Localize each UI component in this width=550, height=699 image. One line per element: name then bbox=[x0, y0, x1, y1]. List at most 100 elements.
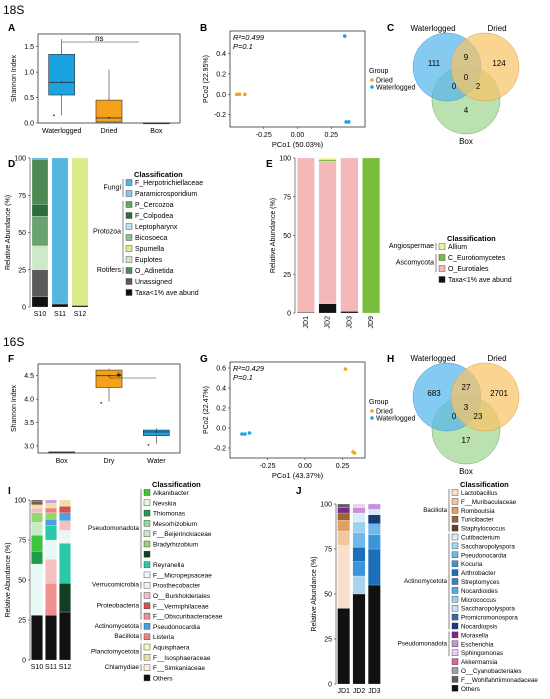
b-point-dried bbox=[234, 92, 239, 97]
j-legend-swatch bbox=[451, 622, 459, 630]
j-bar-segment bbox=[337, 530, 350, 546]
d-bar-segment bbox=[51, 157, 69, 305]
d-legend-swatch bbox=[125, 278, 133, 285]
e-legend-group: Angiospermae bbox=[389, 243, 434, 250]
i-legend-label: Aquisphaera bbox=[153, 645, 190, 652]
j-legend-swatch bbox=[451, 516, 459, 523]
d-legend-group: Rotifers bbox=[97, 267, 122, 274]
g-legend-label: Dried bbox=[376, 409, 393, 416]
i-bar-segment bbox=[59, 512, 71, 521]
c-count-dried: 124 bbox=[492, 59, 506, 68]
d-bar-segment bbox=[51, 303, 69, 308]
f-ytick-label: 4.5 bbox=[24, 373, 34, 380]
g-xlabel: PCo1 (43.37%) bbox=[272, 471, 324, 480]
d-legend-label: F_Colpodea bbox=[135, 213, 173, 220]
j-ytick-label: 75 bbox=[324, 547, 332, 554]
a-box bbox=[48, 54, 75, 96]
i-legend-swatch bbox=[143, 664, 151, 671]
j-legend-label: Arthrobacter bbox=[461, 570, 496, 577]
i-legend-label: F__Micropepsaceae bbox=[153, 572, 212, 579]
j-legend-label: Nocardioides bbox=[461, 588, 498, 595]
i-bar-segment bbox=[31, 504, 43, 509]
j-legend-swatch bbox=[451, 578, 459, 585]
j-ytick-label: 25 bbox=[324, 637, 332, 644]
d-legend-label: Unassigned bbox=[135, 279, 172, 286]
d-legend-label: Leptopharynx bbox=[135, 224, 178, 231]
i-legend-label: Alkanibacter bbox=[153, 490, 190, 497]
i-bar-segment bbox=[31, 499, 43, 502]
d-legend-swatch bbox=[125, 234, 133, 241]
d-bar-segment bbox=[31, 157, 49, 160]
panel-label-g: G bbox=[200, 354, 208, 365]
b-point-dried bbox=[237, 92, 242, 97]
d-legend-swatch bbox=[125, 179, 133, 186]
i-legend-label: Bradyrhizobium bbox=[153, 542, 198, 549]
d-legend-label: Spumella bbox=[135, 246, 164, 253]
i-bar-segment bbox=[45, 615, 57, 661]
e-legend-label: Allium bbox=[448, 244, 467, 251]
i-bar-segment bbox=[59, 499, 71, 507]
i-bar-segment bbox=[59, 506, 71, 513]
j-bar-segment bbox=[368, 509, 381, 515]
j-bar-segment bbox=[352, 503, 366, 508]
j-legend-swatch bbox=[451, 587, 459, 594]
j-legend-swatch bbox=[451, 507, 459, 514]
b-legend-title: Group bbox=[369, 68, 389, 75]
j-legend-label: Turicibacter bbox=[461, 517, 494, 524]
j-bar-segment bbox=[368, 514, 381, 524]
j-legend-group: Actinomycetota bbox=[404, 578, 448, 585]
a-xtick-label: Dried bbox=[101, 128, 118, 135]
i-bar-segment bbox=[45, 559, 57, 584]
j-legend-label: Nocardiopsis bbox=[461, 624, 497, 631]
e-ytick-label: 50 bbox=[283, 233, 291, 240]
h-label-dried: Dried bbox=[487, 354, 506, 363]
i-bar-segment bbox=[31, 522, 43, 536]
d-ytick-label: 100 bbox=[14, 156, 26, 163]
a-plot-frame bbox=[37, 33, 181, 124]
g-ytick-label: 0.2 bbox=[216, 406, 226, 413]
i-legend-label: Thiomonas bbox=[153, 511, 186, 518]
j-bar-segment bbox=[368, 523, 381, 535]
d-bar-segment bbox=[31, 159, 49, 205]
panel-label-i: I bbox=[8, 486, 11, 497]
i-legend-swatch bbox=[143, 520, 151, 527]
h-count-dried: 2701 bbox=[490, 389, 508, 398]
d-ylabel: Relative Abundance (%) bbox=[5, 195, 12, 270]
j-ytick-label: 50 bbox=[324, 592, 332, 599]
c-count-waterlogged-dried: 9 bbox=[464, 53, 469, 62]
b-legend-label: Waterlogged bbox=[376, 85, 416, 92]
b-xtick-label: 0.00 bbox=[291, 132, 305, 139]
b-legend-swatch bbox=[370, 78, 374, 82]
d-ytick-label: 50 bbox=[18, 230, 26, 237]
b-point-waterlogged bbox=[347, 120, 351, 124]
j-legend-label: Saccharopolyspora bbox=[461, 606, 515, 613]
j-legend-swatch bbox=[451, 658, 459, 665]
g-legend-title: Group bbox=[369, 399, 389, 406]
h-count-waterlogged-dried: 27 bbox=[462, 383, 471, 392]
j-bar-segment bbox=[337, 545, 350, 609]
g-legend-swatch bbox=[370, 409, 374, 413]
j-legend-swatch bbox=[451, 498, 459, 505]
b-xlabel: PCo1 (50.03%) bbox=[272, 140, 324, 149]
f-mean-point bbox=[155, 430, 158, 433]
j-legend-swatch bbox=[451, 640, 459, 647]
i-bar-segment bbox=[45, 583, 57, 616]
j-legend-label: Romboutsia bbox=[461, 508, 495, 515]
j-legend-label: Akkermansia bbox=[461, 659, 498, 666]
a-xtick-label: Box bbox=[150, 128, 163, 135]
section-title-16s: 16S bbox=[3, 335, 24, 349]
e-ylabel: Relative Abundance (%) bbox=[270, 198, 277, 273]
g-xtick-label: 0.25 bbox=[336, 463, 350, 470]
j-bar-segment bbox=[352, 561, 366, 577]
d-legend-swatch bbox=[125, 245, 133, 252]
a-xtick-label: Waterlogged bbox=[42, 128, 82, 135]
j-legend-swatch bbox=[451, 489, 459, 496]
i-bar-segment bbox=[31, 615, 43, 661]
i-legend-swatch bbox=[143, 499, 151, 506]
d-legend-label: Taxa<1% ave abund bbox=[135, 290, 199, 297]
j-bar-segment bbox=[337, 512, 350, 521]
panel-label-a: A bbox=[8, 23, 15, 34]
j-legend-swatch bbox=[451, 533, 459, 541]
h-count-waterlogged-box: 0 bbox=[452, 412, 457, 421]
i-bar-segment bbox=[31, 507, 43, 513]
